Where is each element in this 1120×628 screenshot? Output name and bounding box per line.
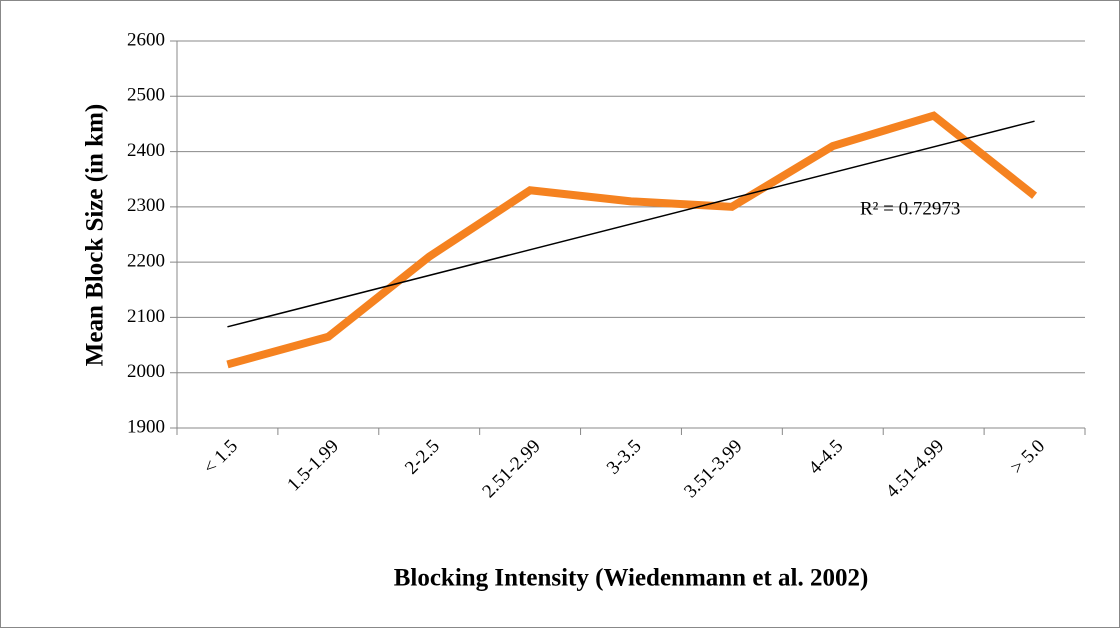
y-tick-label: 2200 <box>127 251 165 272</box>
x-axis-title: Blocking Intensity (Wiedenmann et al. 20… <box>394 565 869 592</box>
y-tick-label: 2500 <box>127 85 165 106</box>
y-tick-label: 2600 <box>127 29 165 50</box>
y-tick-label: 2300 <box>127 195 165 216</box>
trendline <box>227 120 1035 328</box>
y-tick-label: 2100 <box>127 306 165 327</box>
y-tick-label: 2400 <box>127 140 165 161</box>
y-tick-label: 1900 <box>127 416 165 437</box>
trendline-label: R² = 0.72973 <box>860 198 960 219</box>
y-tick-label: 2000 <box>127 361 165 382</box>
y-axis-title: Mean Block Size (in km) <box>82 104 109 367</box>
data-line <box>226 111 1038 369</box>
